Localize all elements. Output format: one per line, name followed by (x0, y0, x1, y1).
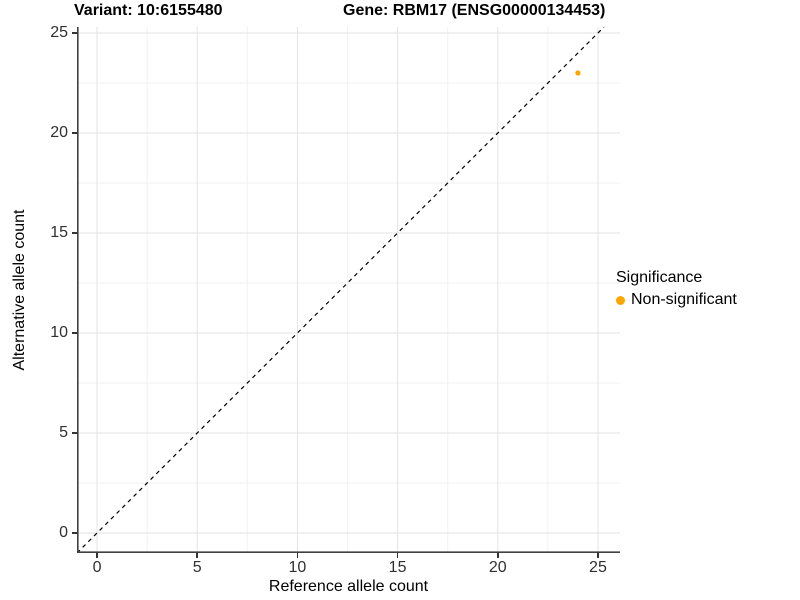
data-point (575, 70, 581, 76)
y-axis-title: Alternative allele count (11, 209, 28, 371)
y-tick-label: 10 (50, 324, 68, 341)
x-tick-label: 10 (288, 559, 307, 576)
y-tick-label: 15 (50, 224, 68, 241)
y-tick-mark (72, 132, 77, 134)
plot-canvas (76, 26, 620, 554)
legend-title: Significance (616, 269, 703, 286)
x-tick-mark (196, 553, 198, 558)
x-tick-mark (597, 553, 599, 558)
legend-item-label: Non-significant (631, 291, 737, 308)
plot-panel (76, 26, 620, 554)
x-tick-mark (396, 553, 399, 558)
y-tick-mark (72, 232, 77, 234)
x-tick-label: 25 (589, 559, 607, 576)
x-tick-label: 0 (92, 559, 102, 576)
plot-title-gene: Gene: RBM17 (ENSG00000134453) (343, 2, 606, 19)
legend-key-dot-icon (616, 295, 625, 305)
y-tick-label: 5 (59, 424, 68, 441)
x-tick-label: 15 (388, 559, 407, 576)
legend-item: Non-significant (616, 291, 737, 309)
plot-title-variant: Variant: 10:6155480 (74, 2, 223, 19)
y-tick-mark (72, 532, 77, 534)
x-tick-label: 5 (192, 559, 202, 576)
y-tick-mark (72, 32, 77, 34)
legend-items: Non-significant (616, 291, 737, 309)
x-tick-mark (96, 553, 98, 558)
y-tick-label: 20 (50, 124, 68, 141)
identity-reference-line (76, 26, 605, 554)
x-tick-mark (497, 553, 499, 558)
y-tick-mark (72, 332, 77, 334)
legend: Significance Non-significant (616, 269, 737, 309)
y-tick-label: 0 (59, 524, 68, 541)
x-tick-mark (296, 553, 299, 558)
y-tick-mark (72, 432, 77, 434)
y-tick-label: 25 (50, 24, 68, 41)
x-tick-label: 20 (488, 559, 507, 576)
x-axis-title: Reference allele count (268, 578, 429, 595)
